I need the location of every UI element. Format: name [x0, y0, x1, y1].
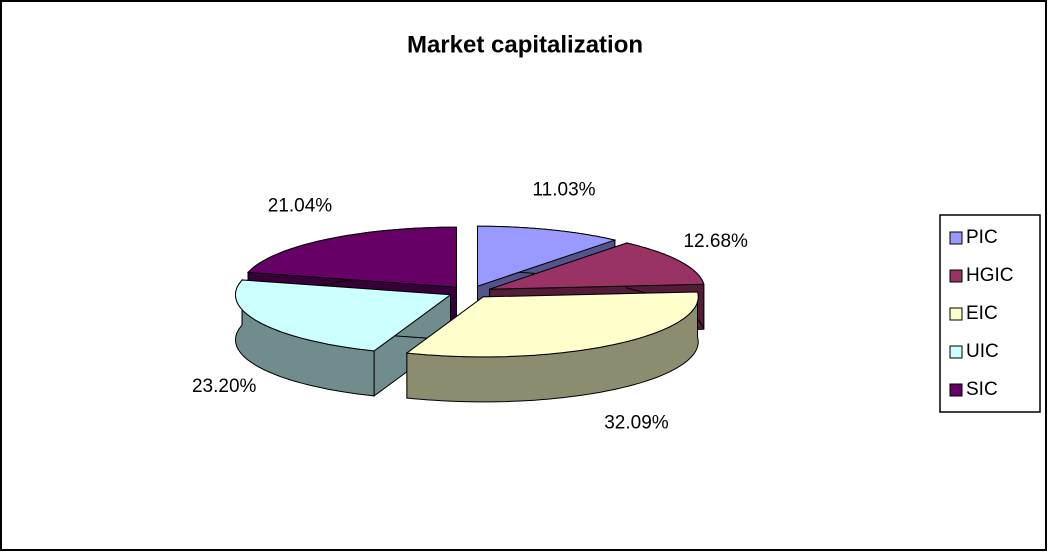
data-label: 12.68%: [683, 231, 748, 252]
slice-top: [246, 226, 457, 288]
legend-swatch: [949, 383, 963, 397]
data-label: 11.03%: [533, 179, 596, 200]
legend-swatch: [949, 345, 963, 359]
slice-top: [405, 291, 699, 358]
legend-swatch: [949, 269, 963, 283]
legend-label: SIC: [966, 379, 998, 400]
legend-swatch: [949, 307, 963, 321]
legend-label: EIC: [966, 303, 998, 324]
data-label: 23.20%: [192, 376, 257, 397]
legend-label: UIC: [966, 341, 999, 362]
legend-swatch: [949, 231, 963, 245]
chart-title: Market capitalization: [407, 31, 643, 58]
slice-top: [477, 225, 617, 287]
legend-label: PIC: [966, 227, 998, 248]
pie-slice: [405, 291, 699, 403]
data-label: 32.09%: [604, 412, 669, 433]
pie-slice: [235, 278, 452, 397]
slice-top: [235, 279, 452, 352]
data-label: 21.04%: [268, 196, 333, 217]
legend-label: HGIC: [966, 265, 1014, 286]
slice-top: [489, 242, 705, 290]
